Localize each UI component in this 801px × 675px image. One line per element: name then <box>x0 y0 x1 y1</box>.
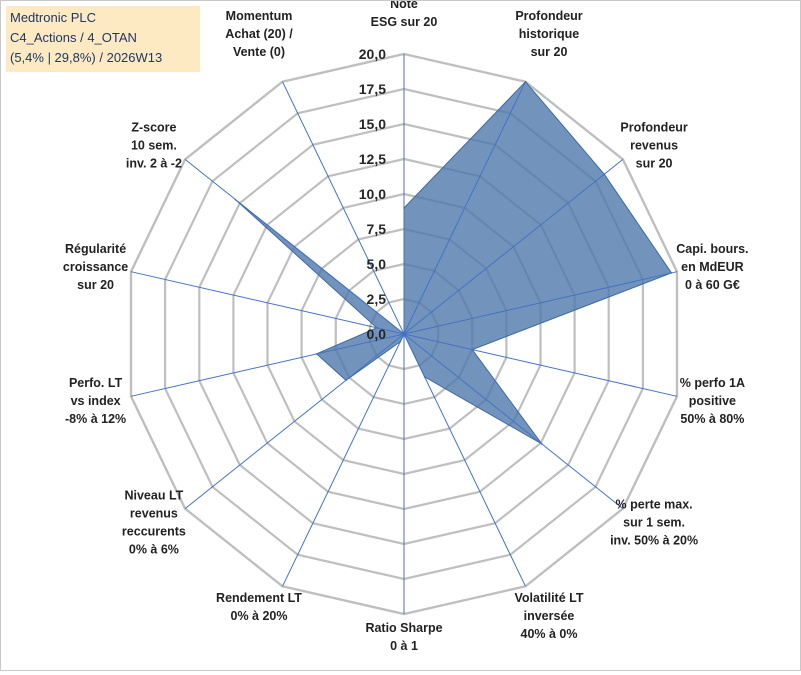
axis-label: Rendement LT 0% à 20% <box>216 591 302 623</box>
tick-label: 12,5 <box>359 151 386 167</box>
axis-label: Capi. bours. en MdEUR 0 à 60 G€ <box>676 242 748 292</box>
axis-spoke <box>403 333 624 509</box>
axis-label: Ratio Sharpe 0 à 1 <box>365 621 442 653</box>
chart-title-box: Medtronic PLC C4_Actions / 4_OTAN (5,4% … <box>6 6 200 72</box>
axis-spoke <box>282 81 405 335</box>
axis-spoke <box>130 271 405 335</box>
axis-label: Perfo. LT vs index -8% à 12% <box>65 376 126 426</box>
title-line-metrics: (5,4% | 29,8%) / 2026W13 <box>10 50 163 65</box>
tick-label: 17,5 <box>359 81 386 97</box>
tick-label: 15,0 <box>359 116 386 132</box>
axis-label: % perfo 1A positive 50% à 80% <box>680 376 745 426</box>
tick-label: 10,0 <box>359 186 386 202</box>
axis-spoke <box>403 333 526 587</box>
axis-spoke <box>403 271 678 335</box>
axis-label: Momentum Achat (20) / Vente (0) <box>225 9 293 59</box>
axis-spoke <box>403 81 526 335</box>
tick-label: 20,0 <box>359 46 386 62</box>
title-line-category: C4_Actions / 4_OTAN <box>10 30 137 45</box>
axis-label: Niveau LT revenus reccurents 0% à 6% <box>122 488 186 556</box>
axis-spoke <box>403 159 624 335</box>
tick-label: 0,0 <box>367 326 387 342</box>
axis-label: Z-score 10 sem. inv. 2 à -2 <box>126 121 182 171</box>
tick-label: 2,5 <box>367 291 387 307</box>
axis-label: % perte max. sur 1 sem. inv. 50% à 20% <box>610 497 698 547</box>
axis-label: Volatilité LT inversée 40% à 0% <box>515 591 584 641</box>
axis-spoke <box>184 333 405 509</box>
axis-label: Régularité croissance sur 20 <box>63 242 128 292</box>
axis-spoke <box>282 333 405 587</box>
tick-label: 5,0 <box>367 256 387 272</box>
axis-label: Note ESG sur 20 <box>371 1 438 29</box>
axis-label: Profondeur historique sur 20 <box>515 9 582 59</box>
tick-label: 7,5 <box>367 221 387 237</box>
axis-spoke <box>184 159 405 335</box>
axis-spoke <box>403 333 678 397</box>
axis-label: Profondeur revenus sur 20 <box>620 121 687 171</box>
axis-spoke <box>130 333 405 397</box>
title-line-company: Medtronic PLC <box>10 10 96 25</box>
